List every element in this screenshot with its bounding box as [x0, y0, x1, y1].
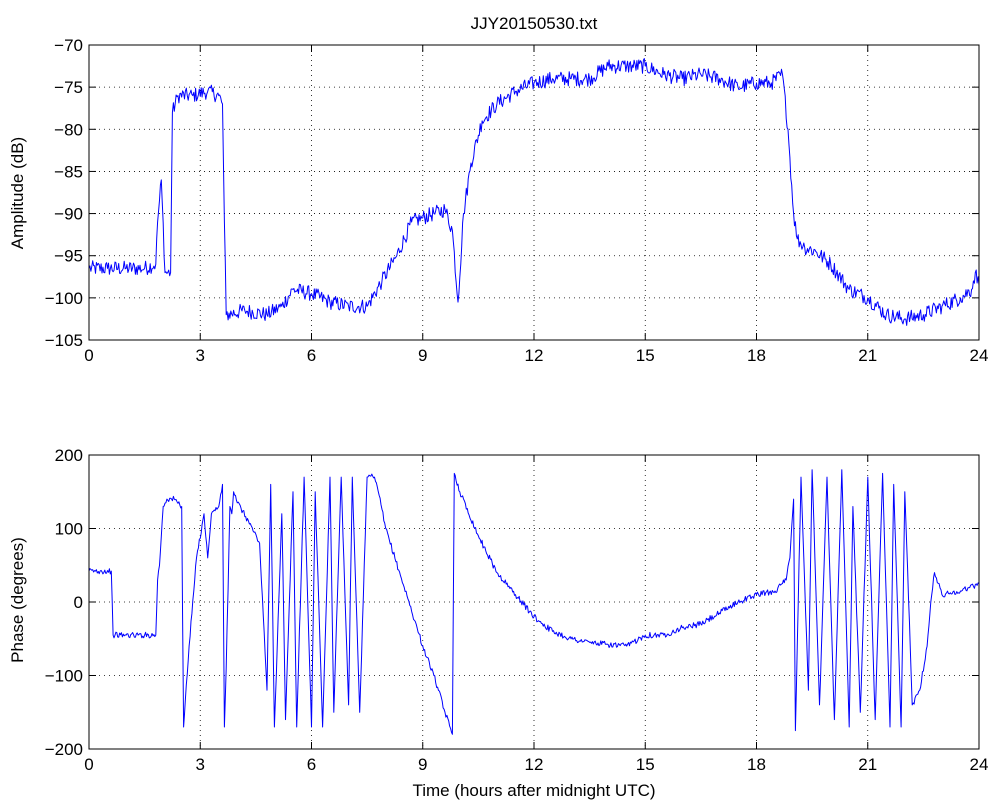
phase-x-tick-label: 15 [636, 755, 655, 774]
phase-axes-box [88, 454, 980, 750]
amplitude-y-tick-label: −90 [54, 205, 83, 224]
amplitude-x-tick-label: 24 [970, 346, 989, 365]
amplitude-y-tick-label: −105 [45, 331, 83, 350]
amplitude-ylabel: Amplitude (dB) [8, 137, 27, 249]
phase-plot: Phase (degrees) Time (hours after midnig… [8, 446, 988, 800]
amplitude-x-tick-label: 18 [747, 346, 766, 365]
amplitude-x-tick-label: 9 [418, 346, 427, 365]
amplitude-x-tick-label: 6 [307, 346, 316, 365]
phase-series-line [88, 469, 980, 735]
amplitude-plot: JJY20150530.txt Amplitude (dB) 0 3 6 9 12 15 1… [8, 14, 988, 365]
amplitude-x-tick-label: 15 [636, 346, 655, 365]
phase-x-tick-label: 24 [970, 755, 989, 774]
amplitude-y-tick-label: −95 [54, 247, 83, 266]
amplitude-y-tick-label: −75 [54, 78, 83, 97]
amplitude-series-line [88, 58, 980, 326]
phase-y-tick-label: −200 [45, 740, 83, 759]
phase-x-tick-label: 21 [858, 755, 877, 774]
amplitude-y-tick-label: −100 [45, 289, 83, 308]
amplitude-x-tick-label: 3 [196, 346, 205, 365]
phase-ylabel: Phase (degrees) [8, 537, 27, 663]
phase-x-tick-label: 0 [84, 755, 93, 774]
phase-x-tick-label: 6 [307, 755, 316, 774]
phase-y-tick-label: 200 [55, 446, 83, 465]
phase-y-tick-label: 100 [55, 520, 83, 539]
phase-x-tick-label: 12 [525, 755, 544, 774]
amplitude-x-tick-label: 12 [525, 346, 544, 365]
phase-x-tick-label: 18 [747, 755, 766, 774]
chart-title: JJY20150530.txt [471, 14, 598, 33]
phase-y-tick-label: 0 [74, 593, 83, 612]
amplitude-x-tick-label: 0 [84, 346, 93, 365]
amplitude-y-tick-label: −70 [54, 36, 83, 55]
phase-x-tick-label: 3 [196, 755, 205, 774]
phase-x-tick-label: 9 [418, 755, 427, 774]
amplitude-y-tick-label: −80 [54, 120, 83, 139]
phase-xlabel: Time (hours after midnight UTC) [412, 781, 655, 800]
amplitude-x-tick-label: 21 [858, 346, 877, 365]
amplitude-y-tick-label: −85 [54, 162, 83, 181]
phase-y-tick-label: −100 [45, 667, 83, 686]
amplitude-axes-box [88, 44, 980, 341]
